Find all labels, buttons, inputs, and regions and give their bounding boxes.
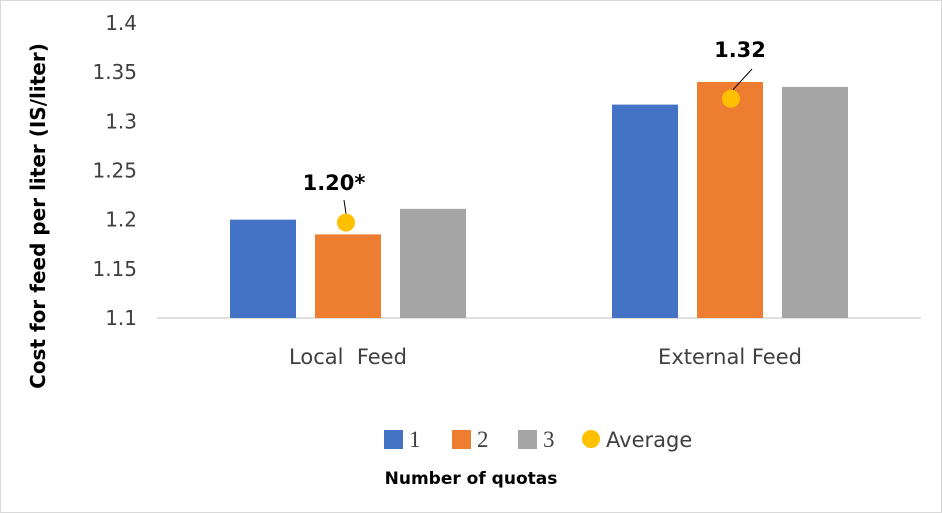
legend-swatch-average xyxy=(582,430,600,448)
bar-3-local-feed xyxy=(400,208,466,318)
bar-2-local-feed xyxy=(315,234,381,318)
legend-label-2: 2 xyxy=(477,427,489,452)
average-annotation: 1.20* xyxy=(303,171,366,195)
y-tick-label: 1.3 xyxy=(105,109,137,133)
legend-label-1: 1 xyxy=(409,427,421,452)
annotation-leader-line xyxy=(343,199,347,214)
average-annotation: 1.32 xyxy=(714,38,766,62)
average-marker xyxy=(722,89,740,108)
x-axis-label: Number of quotas xyxy=(385,469,558,489)
y-tick-label: 1.15 xyxy=(92,257,137,281)
y-tick-label: 1.25 xyxy=(92,159,137,183)
y-tick-label: 1.35 xyxy=(92,60,137,84)
y-tick-label: 1.1 xyxy=(105,306,137,330)
legend-swatch-3 xyxy=(518,430,537,449)
legend-swatch-1 xyxy=(384,430,403,449)
category-labels: Local Feed External Feed xyxy=(289,345,802,369)
y-tick-label: 1.4 xyxy=(105,11,137,35)
average-marker xyxy=(337,213,355,232)
bars xyxy=(230,82,848,319)
bar-1-local-feed xyxy=(230,219,296,318)
y-axis-label: Cost for feed per liter (IS/liter) xyxy=(26,43,50,389)
average-markers xyxy=(337,89,740,232)
category-label: Local Feed xyxy=(289,345,407,369)
y-tick-label: 1.2 xyxy=(105,208,137,232)
annotation-leader-line xyxy=(732,68,753,91)
bar-2-external-feed xyxy=(697,82,763,318)
annotations: 1.20* 1.32 xyxy=(303,38,766,214)
legend-label-average: Average xyxy=(606,428,692,452)
legend: 1 2 3 Average xyxy=(384,427,692,452)
legend-label-3: 3 xyxy=(543,427,555,452)
category-label: External Feed xyxy=(658,345,802,369)
legend-swatch-2 xyxy=(452,430,471,449)
y-axis-ticks: 1.1 1.15 1.2 1.25 1.3 1.35 1.4 xyxy=(92,11,137,330)
bar-3-external-feed xyxy=(782,86,848,319)
bar-1-external-feed xyxy=(612,104,678,318)
